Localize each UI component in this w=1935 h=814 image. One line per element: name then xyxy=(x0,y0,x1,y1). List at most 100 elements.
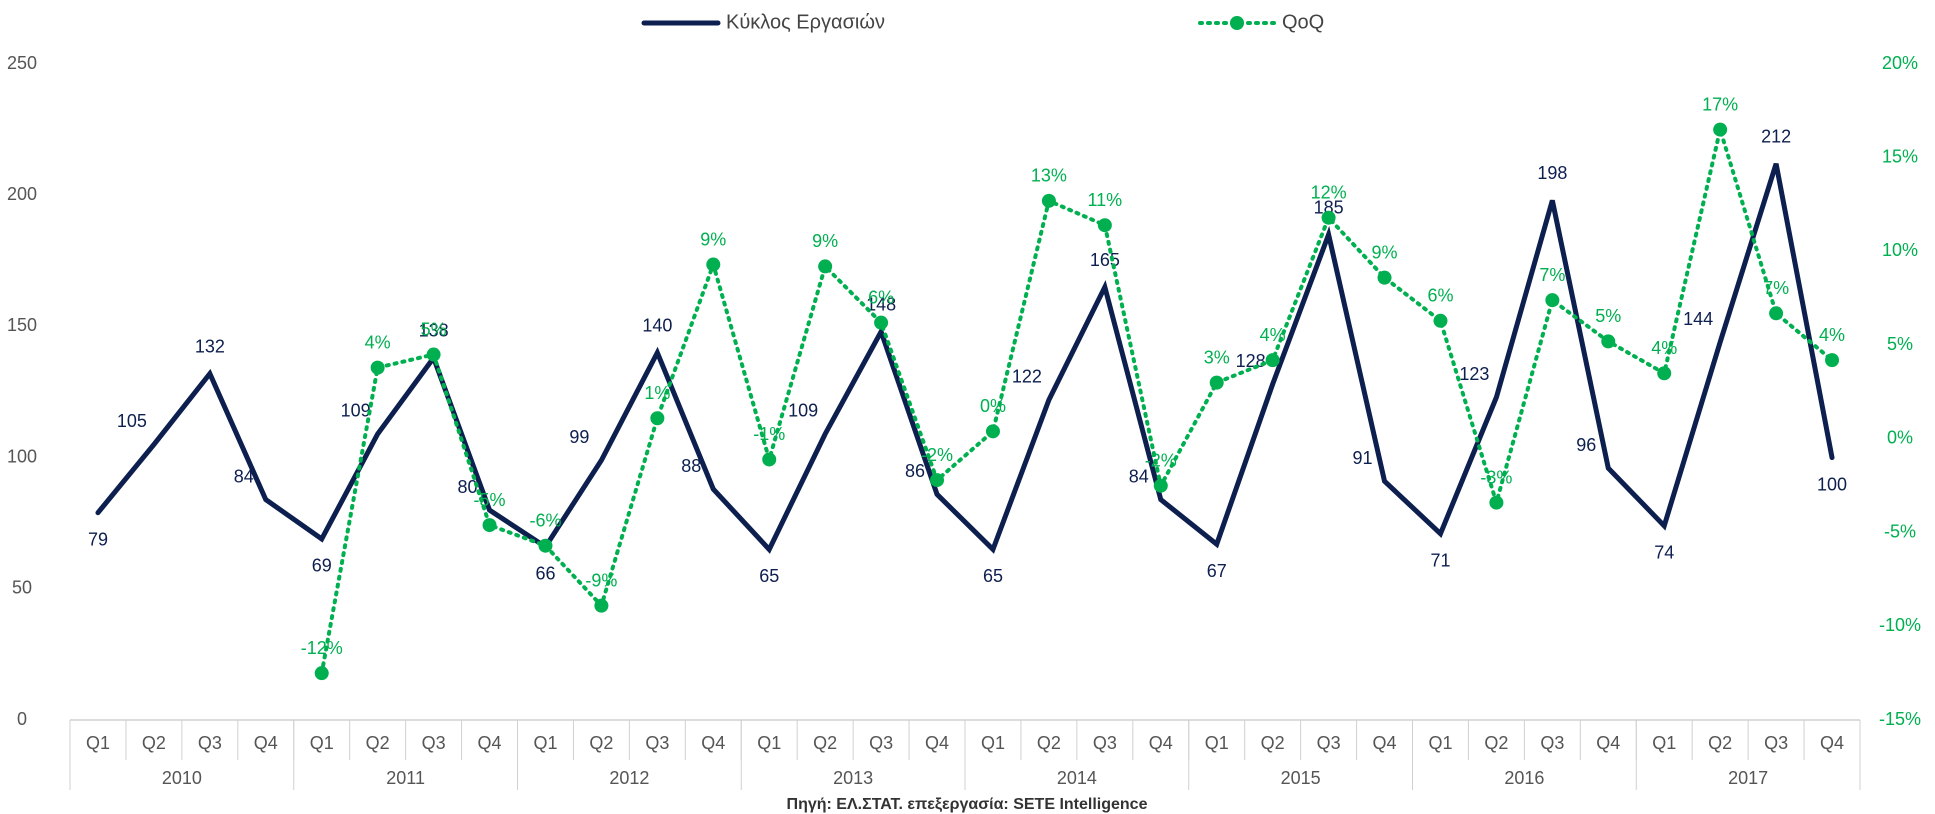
data-label: 132 xyxy=(195,336,225,356)
legend-marker xyxy=(1230,16,1244,30)
data-label: 67 xyxy=(1207,561,1227,581)
data-label: 9% xyxy=(1372,242,1398,262)
marker xyxy=(874,315,889,330)
data-label: 88 xyxy=(681,456,701,476)
data-label: 105 xyxy=(117,411,147,431)
x-tick-label: Q3 xyxy=(645,733,669,753)
legend-label: Κύκλος Εργασιών xyxy=(726,11,885,33)
y-tick-label: 250 xyxy=(7,53,37,73)
y-tick-label: 100 xyxy=(7,446,37,466)
x-tick-label: Q1 xyxy=(1652,733,1676,753)
group-label: 2013 xyxy=(833,768,873,788)
marker xyxy=(1657,366,1672,381)
data-label: 144 xyxy=(1683,309,1713,329)
data-label: 7% xyxy=(1539,265,1565,285)
data-label: 80 xyxy=(458,477,478,497)
y2-tick-label: 5% xyxy=(1887,334,1913,354)
x-tick-label: Q1 xyxy=(533,733,557,753)
data-label: 9% xyxy=(700,229,726,249)
marker xyxy=(985,424,1000,439)
x-tick-label: Q4 xyxy=(1373,733,1397,753)
group-label: 2010 xyxy=(162,768,202,788)
group-label: 2011 xyxy=(386,768,425,788)
data-label: 4% xyxy=(1651,338,1677,358)
group-label: 2017 xyxy=(1728,768,1768,788)
x-tick-label: Q1 xyxy=(86,733,110,753)
y2-tick-label: 0% xyxy=(1887,428,1913,448)
x-tick-label: Q2 xyxy=(1708,733,1732,753)
x-tick-label: Q1 xyxy=(981,733,1005,753)
marker xyxy=(762,452,777,467)
data-label: 11% xyxy=(1087,190,1122,210)
marker xyxy=(426,347,441,362)
marker xyxy=(1153,478,1168,493)
x-tick-label: Q2 xyxy=(1037,733,1061,753)
group-label: 2016 xyxy=(1504,768,1544,788)
data-label: 109 xyxy=(341,401,371,421)
x-tick-label: Q1 xyxy=(757,733,781,753)
data-label: 74 xyxy=(1654,543,1674,563)
data-label: 109 xyxy=(788,401,818,421)
data-label: 4% xyxy=(1819,325,1845,345)
marker xyxy=(1433,313,1448,328)
y-tick-label: 50 xyxy=(12,578,32,598)
x-tick-label: Q2 xyxy=(366,733,390,753)
x-tick-label: Q4 xyxy=(925,733,949,753)
data-label: -2% xyxy=(1145,450,1177,470)
y2-tick-label: -5% xyxy=(1884,521,1916,541)
marker xyxy=(370,360,385,375)
x-tick-label: Q3 xyxy=(1317,733,1341,753)
y-tick-label: 0 xyxy=(17,709,27,729)
marker xyxy=(650,411,665,426)
marker xyxy=(1209,375,1224,390)
x-tick-label: Q2 xyxy=(589,733,613,753)
y2-tick-label: -10% xyxy=(1879,615,1921,635)
marker xyxy=(1321,210,1336,225)
marker xyxy=(818,259,833,274)
data-label: 4% xyxy=(1260,325,1286,345)
y2-tick-label: 15% xyxy=(1882,146,1918,166)
y2-tick-label: 10% xyxy=(1882,240,1918,260)
data-label: 12% xyxy=(1311,182,1347,202)
source-note: Πηγή: ΕΛ.ΣΤΑΤ. επεξεργασία: SETE Intelli… xyxy=(787,796,1148,813)
legend-label: QoQ xyxy=(1282,11,1324,33)
y2-tick-label: -15% xyxy=(1879,709,1921,729)
data-label: -9% xyxy=(585,570,617,590)
marker xyxy=(1265,353,1280,368)
data-label: 91 xyxy=(1353,448,1373,468)
marker xyxy=(1769,306,1784,321)
data-label: 17% xyxy=(1702,94,1738,114)
data-label: 84 xyxy=(1129,466,1149,486)
x-tick-label: Q4 xyxy=(254,733,278,753)
group-label: 2015 xyxy=(1281,768,1321,788)
x-tick-label: Q3 xyxy=(422,733,446,753)
data-label: 69 xyxy=(312,556,332,576)
series-line xyxy=(319,121,1835,676)
marker xyxy=(1601,334,1616,349)
data-label: 79 xyxy=(88,529,108,549)
data-label: 86 xyxy=(905,461,925,481)
x-tick-label: Q4 xyxy=(701,733,725,753)
data-label: 84 xyxy=(234,466,254,486)
data-label: 5% xyxy=(1595,306,1621,326)
data-label: -1% xyxy=(753,424,785,444)
data-label: -3% xyxy=(1480,467,1512,487)
marker xyxy=(930,473,945,488)
marker xyxy=(314,666,329,681)
x-tick-label: Q2 xyxy=(813,733,837,753)
x-tick-label: Q2 xyxy=(1484,733,1508,753)
x-tick-label: Q4 xyxy=(478,733,502,753)
x-tick-label: Q1 xyxy=(1428,733,1452,753)
marker xyxy=(1377,270,1392,285)
data-label: -12% xyxy=(301,638,343,658)
data-label: 3% xyxy=(1204,347,1230,367)
data-label: 148 xyxy=(866,294,896,314)
x-tick-label: Q4 xyxy=(1596,733,1620,753)
data-label: 198 xyxy=(1537,163,1567,183)
data-label: 71 xyxy=(1430,550,1450,570)
data-label: 96 xyxy=(1576,435,1596,455)
data-label: -6% xyxy=(529,510,561,530)
data-label: 7% xyxy=(1763,278,1789,298)
y-tick-label: 200 xyxy=(7,184,37,204)
